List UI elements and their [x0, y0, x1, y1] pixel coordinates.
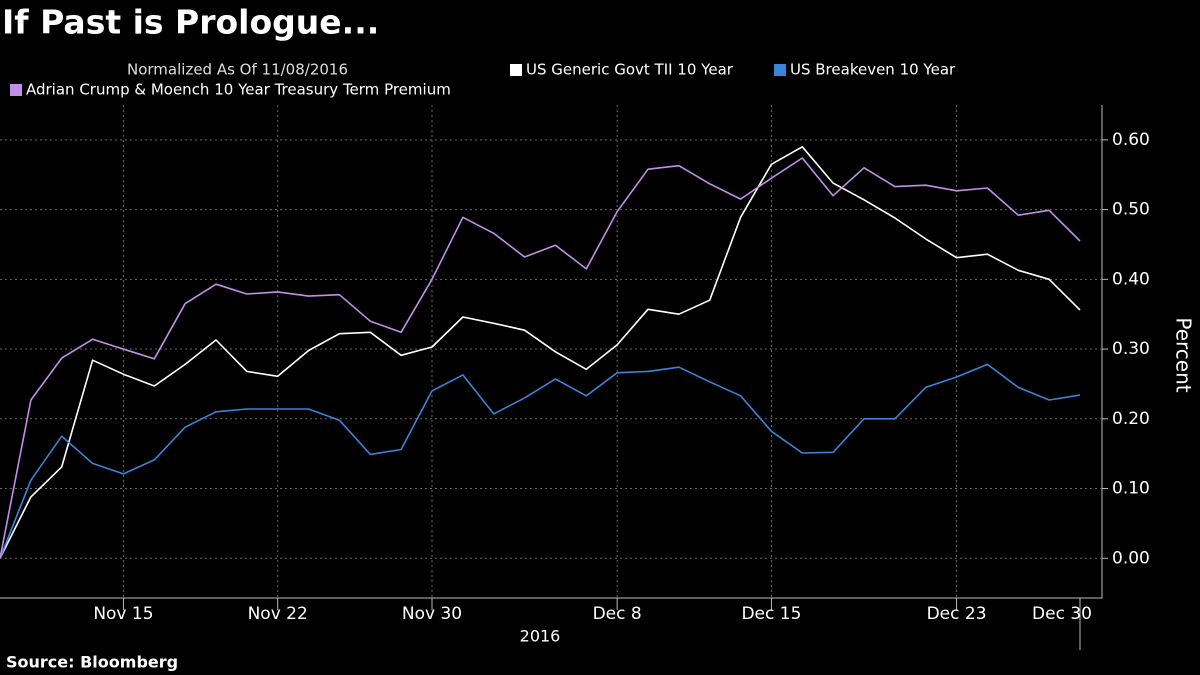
- x-axis-label: 2016: [520, 627, 561, 646]
- x-tick-label: Dec 15: [741, 604, 801, 624]
- y-axis-label: Percent: [1172, 317, 1196, 392]
- y-tick-label: 0.50: [1112, 200, 1150, 220]
- legend-swatch: [10, 84, 22, 96]
- x-tick-label: Nov 15: [93, 604, 153, 624]
- series-line: [0, 363, 1081, 559]
- y-tick-label: 0.00: [1112, 548, 1150, 568]
- series-line: [0, 146, 1081, 559]
- x-tick-label: Dec 30: [1032, 604, 1092, 624]
- y-tick-label: 0.60: [1112, 130, 1150, 150]
- x-tick-label: Nov 30: [402, 604, 462, 624]
- y-tick-label: 0.40: [1112, 269, 1150, 289]
- series-line: [0, 157, 1081, 559]
- y-tick-label: 0.20: [1112, 409, 1150, 429]
- subtitle: Normalized As Of 11/08/2016: [127, 61, 348, 79]
- legend-label: US Breakeven 10 Year: [790, 61, 956, 79]
- legend-label: Adrian Crump & Moench 10 Year Treasury T…: [26, 81, 451, 99]
- chart-title: If Past is Prologue...: [2, 3, 379, 42]
- x-tick-label: Dec 8: [593, 604, 642, 624]
- legend-label: US Generic Govt TII 10 Year: [526, 61, 734, 79]
- source: Source: Bloomberg: [6, 653, 178, 672]
- legend-swatch: [510, 64, 522, 76]
- x-tick-label: Dec 23: [927, 604, 987, 624]
- y-tick-label: 0.30: [1112, 339, 1150, 359]
- legend-swatch: [774, 64, 786, 76]
- x-tick-label: Nov 22: [248, 604, 308, 624]
- y-tick-label: 0.10: [1112, 479, 1150, 499]
